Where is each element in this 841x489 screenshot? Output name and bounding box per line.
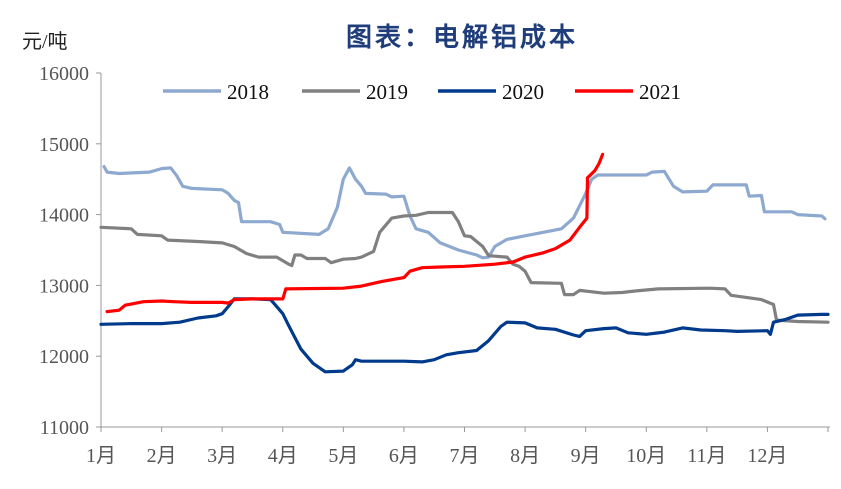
x-tick-label: 1月 — [86, 445, 116, 467]
x-tick-label: 12月 — [747, 445, 787, 467]
x-tick-label: 5月 — [328, 445, 358, 467]
legend-item-2018: 2018 — [163, 80, 269, 104]
y-axis-label: 元/吨 — [22, 30, 68, 53]
series-line-2018 — [102, 164, 827, 260]
series-line-2019 — [99, 210, 830, 324]
y-tick-label: 16000 — [39, 63, 89, 85]
legend-label: 2020 — [502, 80, 544, 104]
axes: 11000 12000 13000 14000 15000 16000 1月 2月 3月 4月 5月… — [39, 63, 830, 467]
legend: 2018 2019 2020 2021 — [163, 80, 681, 104]
x-tick-label: 10月 — [626, 445, 666, 467]
series-line-2020 — [99, 297, 830, 374]
x-tick-label: 8月 — [510, 445, 540, 467]
x-tick-label: 2月 — [147, 445, 177, 467]
x-tick-label: 6月 — [389, 445, 419, 467]
x-tick-label: 11月 — [687, 445, 726, 467]
legend-label: 2019 — [366, 80, 408, 104]
legend-item-2019: 2019 — [302, 80, 408, 104]
legend-item-2021: 2021 — [575, 80, 681, 104]
y-tick-label: 15000 — [39, 134, 89, 156]
y-tick-label: 14000 — [39, 205, 89, 227]
x-tick-label: 3月 — [207, 445, 237, 467]
y-tick-label: 12000 — [39, 346, 89, 368]
y-tick-label: 11000 — [40, 417, 89, 439]
y-tick-label: 13000 — [39, 275, 89, 297]
series-lines — [99, 152, 830, 374]
series-line-2021 — [105, 152, 605, 314]
x-tick-label: 4月 — [268, 445, 298, 467]
x-tick-label: 7月 — [450, 445, 480, 467]
legend-item-2020: 2020 — [438, 80, 544, 104]
chart-title: 图表：电解铝成本 — [346, 23, 578, 52]
legend-label: 2018 — [227, 80, 269, 104]
x-tick-label: 9月 — [571, 445, 601, 467]
legend-label: 2021 — [639, 80, 681, 104]
